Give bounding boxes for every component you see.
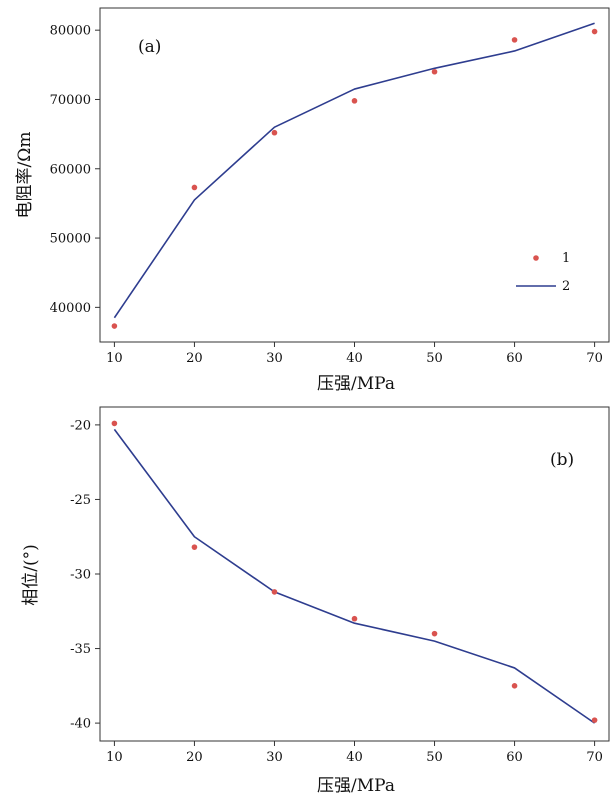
data-point bbox=[351, 615, 358, 622]
data-point bbox=[111, 420, 118, 427]
x-tick-label: 10 bbox=[106, 351, 123, 366]
x-tick-label: 60 bbox=[506, 750, 523, 765]
data-point bbox=[511, 37, 518, 43]
ticks-a: 10 20 30 40 50 60 70 40000 50000 60000 70000 80000 bbox=[50, 24, 603, 366]
y-tick-label: -20 bbox=[70, 418, 91, 433]
panel-a: 10 20 30 40 50 60 704000050000600007000080000 … bbox=[15, 7, 610, 394]
data-point bbox=[431, 630, 438, 637]
panel-label-a: (a) bbox=[138, 37, 161, 57]
x-tick-label: 40 bbox=[346, 351, 363, 366]
x-tick-label: 30 bbox=[266, 351, 283, 366]
data-point bbox=[351, 98, 358, 104]
x-tick-label: 50 bbox=[426, 750, 443, 765]
panel-b: 10 20 30 40 50 60 70 -20 -25 -30 -35 -40 (b) 压强/MPa… bbox=[21, 406, 610, 796]
fit-line bbox=[113, 22, 595, 319]
x-tick-label: 30 bbox=[266, 750, 283, 765]
x-axis-title-a: 压强/MPa bbox=[317, 374, 395, 394]
x-tick-label: 40 bbox=[346, 750, 363, 765]
y-axis-title-a: 电阻率/Ωm bbox=[15, 132, 35, 219]
legend-label-line: 2 bbox=[562, 279, 570, 294]
x-tick-label: 20 bbox=[186, 351, 203, 366]
plot-frame-a bbox=[99, 7, 610, 343]
x-axis-title-b: 压强/MPa bbox=[317, 776, 395, 796]
y-tick-label: -25 bbox=[70, 493, 91, 508]
x-tick-label: 70 bbox=[586, 750, 603, 765]
data-point bbox=[191, 184, 198, 191]
y-tick-label: 70000 bbox=[50, 93, 91, 108]
y-tick-label: -40 bbox=[70, 717, 91, 732]
series-line-b bbox=[113, 428, 596, 724]
legend-marker-scatter bbox=[533, 255, 539, 261]
data-point bbox=[431, 68, 438, 75]
plot-frame-b bbox=[99, 406, 610, 742]
data-point bbox=[591, 717, 598, 723]
y-tick-label: 60000 bbox=[50, 162, 91, 177]
y-tick-label: -35 bbox=[70, 642, 91, 657]
y-tick-label: -30 bbox=[70, 568, 91, 583]
x-tick-label: 60 bbox=[506, 351, 523, 366]
panel-label-b: (b) bbox=[550, 450, 574, 470]
y-tick-label: 80000 bbox=[50, 24, 91, 39]
data-point bbox=[271, 589, 278, 595]
fit-line bbox=[113, 428, 596, 724]
legend: 1 2 bbox=[516, 251, 570, 294]
x-tick-label: 50 bbox=[426, 351, 443, 366]
series-line-a bbox=[113, 22, 595, 319]
series-points-b bbox=[111, 420, 598, 723]
data-point bbox=[271, 129, 278, 136]
data-point bbox=[111, 323, 118, 329]
series-points-a bbox=[111, 28, 598, 329]
x-tick-label: 10 bbox=[106, 750, 123, 765]
y-tick-label: 40000 bbox=[50, 301, 91, 316]
y-axis-title-b: 相位/(°) bbox=[21, 544, 41, 606]
x-tick-label: 70 bbox=[586, 351, 603, 366]
data-point bbox=[191, 544, 198, 550]
legend-label-scatter: 1 bbox=[562, 251, 570, 266]
data-point bbox=[511, 683, 518, 689]
data-point bbox=[591, 28, 598, 35]
y-tick-label: 50000 bbox=[50, 232, 91, 247]
ticks-b: 10 20 30 40 50 60 70 -20 -25 -30 -35 -40 bbox=[70, 418, 603, 765]
x-tick-label: 20 bbox=[186, 750, 203, 765]
